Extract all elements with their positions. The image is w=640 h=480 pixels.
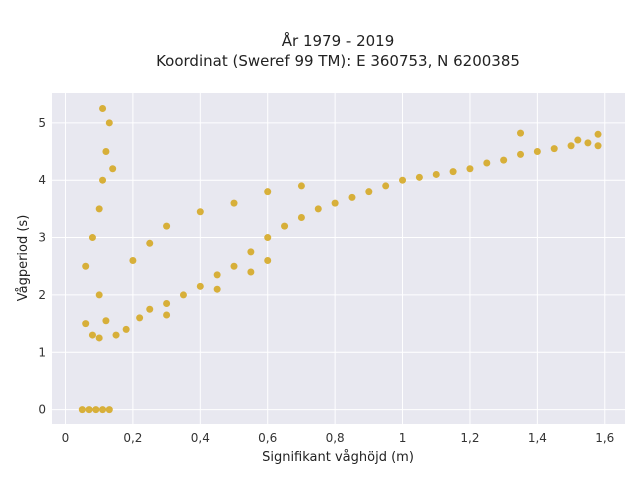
- data-point: [163, 311, 171, 319]
- y-tick-label: 1: [38, 345, 46, 359]
- data-point: [517, 150, 525, 158]
- y-tick-label: 2: [38, 288, 46, 302]
- data-point: [95, 334, 103, 342]
- chart-title: År 1979 - 2019: [282, 31, 395, 50]
- data-point: [122, 325, 130, 333]
- data-point: [179, 291, 187, 299]
- grid: [52, 93, 625, 424]
- data-point: [432, 170, 440, 178]
- data-point: [196, 282, 204, 290]
- data-point: [92, 406, 100, 414]
- data-point: [136, 314, 144, 322]
- data-point: [213, 271, 221, 279]
- data-point: [99, 406, 107, 414]
- data-point: [264, 234, 272, 242]
- data-point: [297, 213, 305, 221]
- data-point: [105, 119, 113, 127]
- data-point: [82, 262, 90, 270]
- data-point: [567, 142, 575, 150]
- data-point: [105, 406, 113, 414]
- x-tick-label: 0,6: [258, 431, 277, 445]
- data-point: [365, 188, 373, 196]
- data-point: [95, 205, 103, 213]
- y-tick-label: 4: [38, 173, 46, 187]
- data-point: [99, 104, 107, 112]
- data-point: [399, 176, 407, 184]
- x-tick-label: 1,4: [528, 431, 547, 445]
- x-axis-title: Signifikant våghöjd (m): [262, 450, 414, 465]
- data-point: [517, 129, 525, 137]
- data-point: [594, 142, 602, 150]
- data-point: [264, 257, 272, 265]
- y-tick-label: 5: [38, 116, 46, 130]
- y-axis-title: Vågperiod (s): [16, 215, 31, 302]
- x-tick-label: 1,2: [460, 431, 479, 445]
- data-point: [146, 239, 154, 247]
- data-point: [88, 331, 96, 339]
- data-point: [331, 199, 339, 207]
- data-point: [348, 193, 356, 201]
- data-point: [230, 262, 238, 270]
- data-point: [297, 182, 305, 190]
- data-point: [281, 222, 289, 230]
- data-point: [314, 205, 322, 213]
- x-tick-label: 0,2: [123, 431, 142, 445]
- data-point: [415, 173, 423, 181]
- data-points: [78, 104, 602, 414]
- data-point: [88, 234, 96, 242]
- data-point: [146, 305, 154, 313]
- data-point: [500, 156, 508, 164]
- data-point: [78, 406, 86, 414]
- x-tick-label: 1: [399, 431, 407, 445]
- chart-subtitle: Koordinat (Sweref 99 TM): E 360753, N 62…: [156, 52, 520, 70]
- data-point: [163, 222, 171, 230]
- y-tick-label: 3: [38, 231, 46, 245]
- data-point: [466, 165, 474, 173]
- data-point: [449, 168, 457, 176]
- data-point: [129, 257, 137, 265]
- data-point: [95, 291, 103, 299]
- data-point: [196, 208, 204, 216]
- data-point: [264, 188, 272, 196]
- x-tick-label: 0,8: [326, 431, 345, 445]
- data-point: [483, 159, 491, 167]
- data-point: [102, 317, 110, 325]
- data-point: [109, 165, 117, 173]
- y-tick-label: 0: [38, 403, 46, 417]
- data-point: [594, 130, 602, 138]
- data-point: [574, 136, 582, 144]
- data-point: [163, 300, 171, 308]
- data-point: [85, 406, 93, 414]
- data-point: [584, 139, 592, 147]
- data-point: [247, 248, 255, 256]
- y-axis-ticks: 0 1 2 3 4 5: [38, 116, 46, 417]
- x-tick-label: 1,6: [595, 431, 614, 445]
- data-point: [533, 148, 541, 156]
- x-axis-ticks: 0 0,2 0,4 0,6 0,8 1 1,2 1,4 1,6: [62, 431, 615, 445]
- x-tick-label: 0: [62, 431, 70, 445]
- data-point: [82, 320, 90, 328]
- data-point: [99, 176, 107, 184]
- data-point: [213, 285, 221, 293]
- data-point: [247, 268, 255, 276]
- x-tick-label: 0,4: [191, 431, 210, 445]
- data-point: [102, 148, 110, 156]
- data-point: [382, 182, 390, 190]
- plot-area: [52, 93, 625, 424]
- data-point: [112, 331, 120, 339]
- data-point: [230, 199, 238, 207]
- data-point: [550, 145, 558, 153]
